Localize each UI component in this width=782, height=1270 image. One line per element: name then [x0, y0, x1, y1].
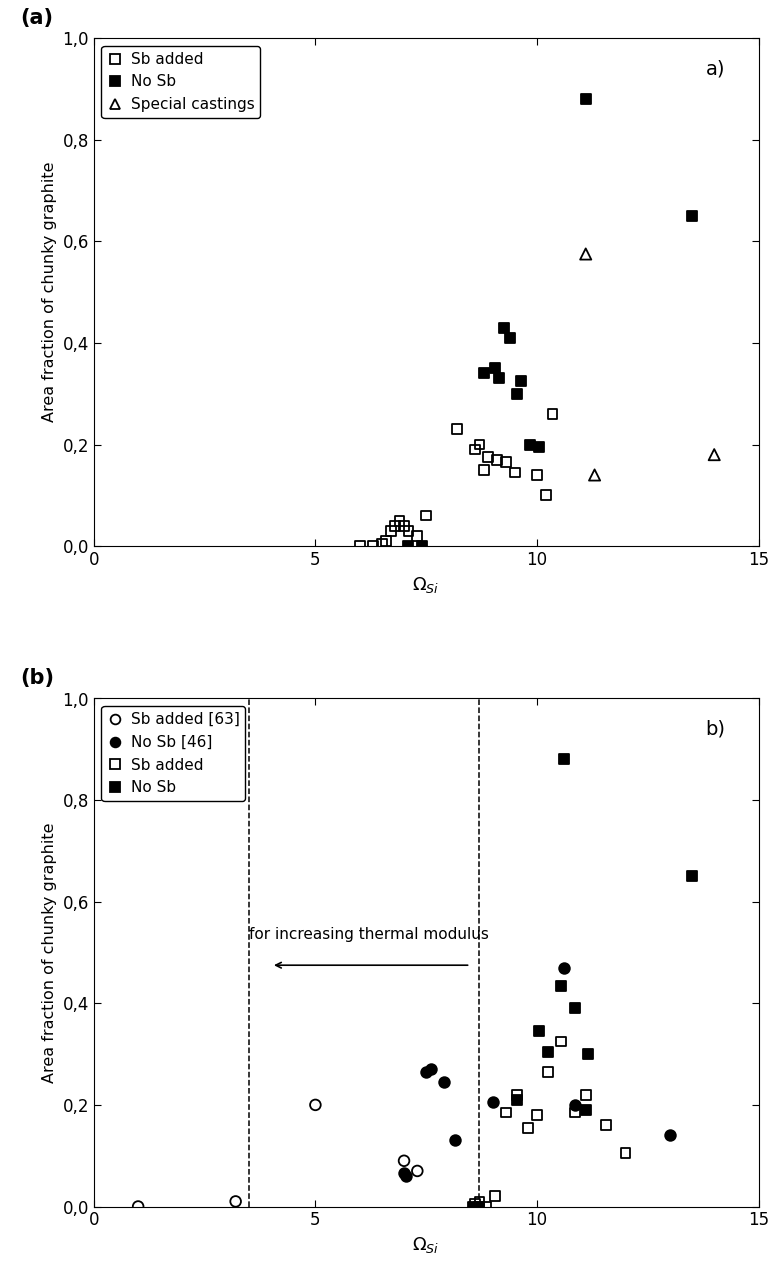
Point — [451, 419, 464, 439]
Legend: Sb added [63], No Sb [46], Sb added, No Sb: Sb added [63], No Sb [46], Sb added, No … — [102, 706, 246, 801]
Point — [508, 462, 521, 483]
Point — [420, 1062, 432, 1082]
Point — [600, 1115, 612, 1135]
Point — [579, 1100, 592, 1120]
Point — [531, 465, 543, 485]
Point — [466, 1196, 479, 1217]
Point — [468, 1194, 481, 1214]
Point — [482, 447, 494, 467]
Point — [402, 536, 414, 556]
Point — [542, 1062, 554, 1082]
Point — [558, 958, 570, 978]
Point — [504, 328, 517, 348]
Point — [569, 998, 581, 1019]
Point — [579, 244, 592, 264]
Legend: Sb added, No Sb, Special castings: Sb added, No Sb, Special castings — [102, 46, 260, 118]
Point — [473, 434, 486, 455]
Point — [411, 1161, 424, 1181]
Point — [588, 465, 601, 485]
Point — [449, 1130, 461, 1151]
Point — [489, 358, 501, 378]
Point — [558, 749, 570, 770]
X-axis label: $\Omega_{Si}$: $\Omega_{Si}$ — [412, 574, 440, 594]
Point — [380, 531, 393, 551]
Point — [500, 452, 512, 472]
Y-axis label: Area fraction of chunky graphite: Area fraction of chunky graphite — [42, 822, 57, 1083]
Point — [420, 505, 432, 526]
Text: for increasing thermal modulus: for increasing thermal modulus — [249, 927, 489, 942]
Point — [415, 536, 428, 556]
Point — [533, 1021, 546, 1041]
Point — [522, 1118, 534, 1138]
Point — [555, 975, 568, 996]
Point — [542, 1041, 554, 1062]
Point — [540, 485, 552, 505]
Point — [473, 1196, 486, 1217]
Point — [385, 521, 397, 541]
Point — [546, 404, 558, 424]
Point — [398, 1151, 411, 1171]
Point — [524, 434, 536, 455]
Point — [132, 1196, 145, 1217]
Point — [555, 1031, 568, 1052]
Text: a): a) — [705, 60, 725, 77]
Point — [353, 536, 366, 556]
Point — [468, 439, 481, 460]
Point — [478, 363, 490, 384]
Point — [398, 1163, 411, 1184]
Point — [493, 368, 505, 389]
Point — [686, 866, 698, 886]
Point — [708, 444, 720, 465]
Point — [375, 533, 388, 554]
Point — [229, 1191, 242, 1212]
Point — [511, 1085, 523, 1105]
Point — [582, 1044, 594, 1064]
Text: (b): (b) — [21, 668, 55, 688]
Point — [393, 511, 406, 531]
Point — [511, 1090, 523, 1110]
Point — [531, 1105, 543, 1125]
Point — [511, 384, 523, 404]
Point — [664, 1125, 676, 1146]
Y-axis label: Area fraction of chunky graphite: Area fraction of chunky graphite — [42, 161, 57, 423]
Text: (a): (a) — [21, 8, 54, 28]
Point — [398, 516, 411, 536]
Point — [491, 450, 504, 470]
Point — [400, 1166, 413, 1186]
Point — [569, 1095, 581, 1115]
X-axis label: $\Omega_{Si}$: $\Omega_{Si}$ — [412, 1234, 440, 1255]
Point — [619, 1143, 632, 1163]
Point — [569, 1102, 581, 1123]
Point — [425, 1059, 437, 1080]
Point — [438, 1072, 450, 1092]
Point — [579, 89, 592, 109]
Point — [473, 1191, 486, 1212]
Point — [367, 536, 379, 556]
Point — [497, 318, 510, 338]
Point — [411, 526, 424, 546]
Point — [402, 521, 414, 541]
Point — [515, 371, 528, 391]
Point — [309, 1095, 321, 1115]
Point — [579, 1085, 592, 1105]
Point — [478, 460, 490, 480]
Point — [486, 1092, 499, 1113]
Point — [389, 516, 401, 536]
Point — [479, 1196, 493, 1217]
Point — [500, 1102, 512, 1123]
Point — [686, 206, 698, 226]
Point — [489, 1186, 501, 1206]
Text: b): b) — [705, 720, 726, 738]
Point — [533, 437, 546, 457]
